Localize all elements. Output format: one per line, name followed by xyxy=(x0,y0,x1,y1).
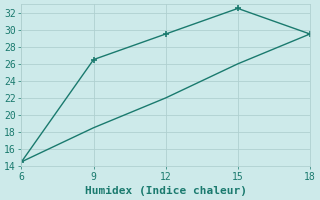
X-axis label: Humidex (Indice chaleur): Humidex (Indice chaleur) xyxy=(85,186,247,196)
